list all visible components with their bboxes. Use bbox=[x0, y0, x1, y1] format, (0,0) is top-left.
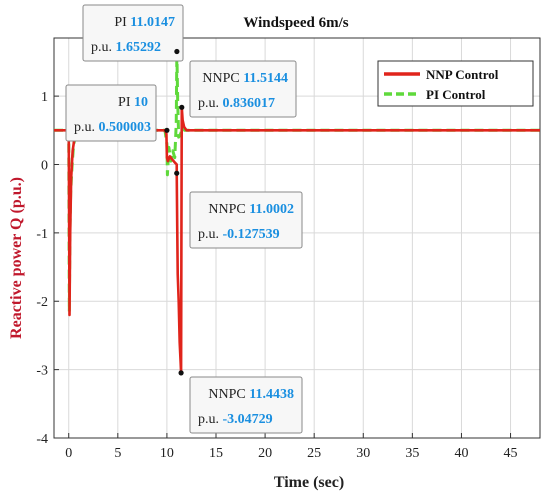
datatip-marker[interactable] bbox=[164, 127, 170, 133]
datatip-marker[interactable] bbox=[174, 48, 180, 55]
y-axis-label: Reactive power Q (p.u.) bbox=[8, 177, 25, 339]
datatip-x-line: PI 11.0147 bbox=[114, 15, 175, 30]
datatip-y-key: p.u. bbox=[198, 96, 223, 111]
datatip-x-value: 11.4438 bbox=[249, 387, 294, 402]
datatip-y-line: p.u. 1.65292 bbox=[91, 40, 161, 55]
datatip-marker[interactable] bbox=[174, 170, 180, 176]
datatip-box bbox=[189, 376, 303, 434]
y-tick-label: -1 bbox=[36, 227, 48, 242]
datatip-x-value: 10 bbox=[134, 95, 148, 110]
x-tick-label: 5 bbox=[114, 446, 121, 461]
datatip-label: NNPC bbox=[208, 202, 249, 217]
datatip-box bbox=[65, 84, 157, 142]
x-tick-label: 45 bbox=[504, 446, 518, 461]
y-tick-label: -2 bbox=[36, 295, 48, 310]
datatip-y-line: p.u. -0.127539 bbox=[198, 227, 280, 242]
datatip-box bbox=[189, 60, 297, 118]
plot-area bbox=[53, 37, 541, 439]
datatip-x-line: NNPC 11.0002 bbox=[208, 202, 294, 217]
datatip[interactable]: NNPC 11.5144 p.u. 0.836017 bbox=[179, 60, 297, 118]
datatip-x-line: PI 10 bbox=[118, 95, 148, 110]
datatip[interactable]: NNPC 11.4438 p.u. -3.04729 bbox=[178, 370, 303, 434]
datatip-x-value: 11.0002 bbox=[249, 202, 294, 217]
datatips: PI 10 p.u. 0.500003 PI 11.0147 p.u. 1.65292… bbox=[65, 4, 303, 434]
datatip-y-value: -3.04729 bbox=[223, 412, 273, 427]
x-tick-label: 0 bbox=[65, 446, 72, 461]
datatip-y-value: -0.127539 bbox=[223, 227, 280, 242]
tick-labels: 0 5 10 15 20 25 30 35 40 45 -4 -3 -2 -1 0 1 bbox=[36, 90, 517, 461]
datatip-box bbox=[82, 4, 184, 62]
datatip[interactable]: NNPC 11.0002 p.u. -0.127539 bbox=[174, 170, 303, 249]
datatip-label: NNPC bbox=[208, 387, 249, 402]
legend: NNP Control PI Control bbox=[377, 60, 534, 107]
datatip-marker[interactable] bbox=[179, 104, 185, 110]
datatip[interactable]: PI 10 p.u. 0.500003 bbox=[65, 84, 170, 142]
datatip-y-key: p.u. bbox=[74, 120, 99, 135]
datatip-label: PI bbox=[114, 15, 130, 30]
legend-box bbox=[377, 60, 534, 107]
datatip-y-line: p.u. 0.500003 bbox=[74, 120, 151, 135]
x-tick-label: 40 bbox=[454, 446, 468, 461]
y-tick-label: -3 bbox=[36, 364, 48, 379]
datatip-y-key: p.u. bbox=[91, 40, 116, 55]
datatip-y-key: p.u. bbox=[198, 412, 223, 427]
y-tick-label: 1 bbox=[41, 90, 48, 105]
nnp-control-series-line bbox=[54, 106, 540, 375]
chart-title: Windspeed 6m/s bbox=[243, 15, 348, 31]
datatip-y-value: 1.65292 bbox=[116, 40, 162, 55]
datatip-y-line: p.u. 0.836017 bbox=[198, 96, 275, 111]
datatip-x-value: 11.5144 bbox=[243, 71, 288, 86]
x-tick-label: 15 bbox=[209, 446, 223, 461]
x-axis-label: Time (sec) bbox=[274, 474, 344, 491]
x-tick-label: 20 bbox=[258, 446, 272, 461]
datatip-box bbox=[189, 191, 303, 249]
datatip-y-value: 0.836017 bbox=[223, 96, 276, 111]
legend-entry: NNP Control bbox=[426, 67, 499, 82]
x-tick-label: 10 bbox=[160, 446, 174, 461]
series-group bbox=[54, 49, 540, 375]
y-tick-label: 0 bbox=[41, 158, 48, 173]
x-tick-label: 35 bbox=[405, 446, 419, 461]
datatip-x-value: 11.0147 bbox=[130, 15, 175, 30]
y-tick-label: -4 bbox=[36, 432, 48, 447]
datatip-y-line: p.u. -3.04729 bbox=[198, 412, 273, 427]
datatip-label: NNPC bbox=[202, 71, 243, 86]
datatip-label: PI bbox=[118, 95, 134, 110]
x-tick-label: 25 bbox=[307, 446, 321, 461]
datatip-marker[interactable] bbox=[178, 370, 184, 376]
x-tick-label: 30 bbox=[356, 446, 370, 461]
datatip-x-line: NNPC 11.5144 bbox=[202, 71, 288, 86]
legend-entry: PI Control bbox=[426, 87, 486, 102]
datatip[interactable]: PI 11.0147 p.u. 1.65292 bbox=[82, 4, 184, 62]
datatip-y-value: 0.500003 bbox=[99, 120, 152, 135]
datatip-x-line: NNPC 11.4438 bbox=[208, 387, 294, 402]
datatip-y-key: p.u. bbox=[198, 227, 223, 242]
